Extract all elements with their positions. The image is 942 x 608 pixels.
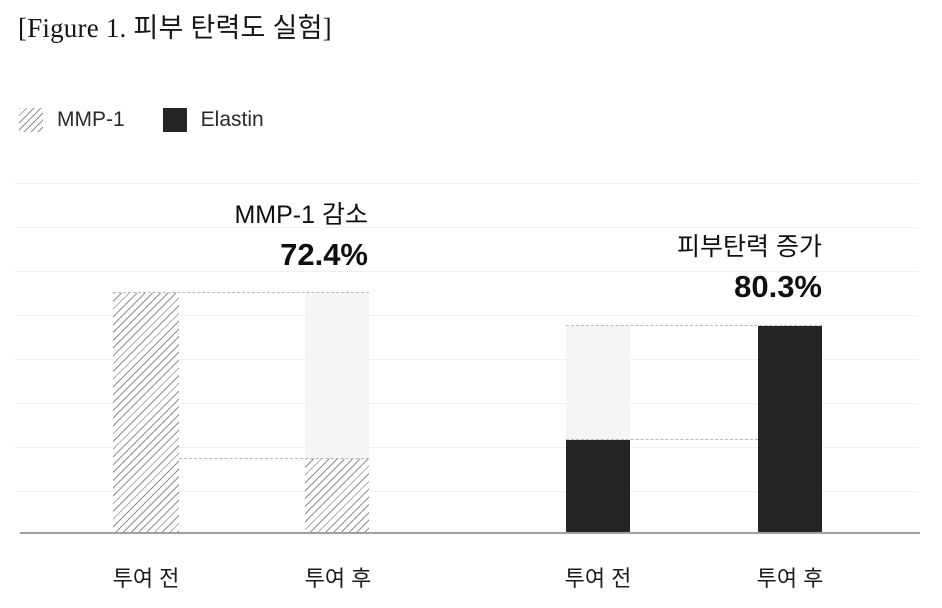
gridline-5	[15, 403, 918, 404]
bar-mmp1-after	[305, 459, 369, 533]
gridline-2	[15, 271, 918, 272]
guide-elastin-after-level	[566, 325, 822, 326]
bar-elastin-after	[758, 326, 822, 533]
legend-item-elastin: Elastin	[162, 108, 264, 132]
legend: MMP-1 Elastin	[19, 108, 264, 132]
bar-mmp1-before	[113, 293, 179, 533]
guide-elastin-before-level	[566, 439, 758, 440]
annotation-elastin-value: 80.3%	[734, 269, 822, 304]
x-axis-label-0: 투여 전	[112, 566, 180, 591]
annotation-elastin-label: 피부탄력 증가	[677, 233, 822, 261]
elastin-solid-swatch-icon	[162, 108, 187, 132]
annotation-mmp1-decrease: MMP-1 감소 72.4%	[234, 200, 368, 273]
guide-mmp1-before-level	[113, 292, 369, 293]
mmp1-hatch-swatch-icon	[19, 108, 43, 132]
x-axis-line	[20, 532, 920, 534]
legend-item-mmp1: MMP-1	[19, 108, 125, 132]
annotation-mmp1-label: MMP-1 감소	[234, 201, 368, 229]
guide-mmp1-after-level	[179, 458, 369, 459]
annotation-mmp1-value: 72.4%	[280, 237, 368, 272]
ghost-elastin-before	[566, 326, 630, 440]
gridline-6	[15, 447, 918, 448]
gridline-4	[15, 359, 918, 360]
legend-label-elastin: Elastin	[200, 108, 264, 131]
x-axis-label-1: 투여 후	[304, 566, 372, 591]
gridline-3	[15, 315, 918, 316]
x-axis-label-3: 투여 후	[756, 566, 824, 591]
bar-elastin-before	[566, 440, 630, 533]
gridline-1	[15, 227, 918, 228]
gridline-7	[15, 491, 918, 492]
legend-label-mmp1: MMP-1	[57, 108, 125, 131]
x-axis-label-2: 투여 전	[564, 566, 632, 591]
annotation-elastin-increase: 피부탄력 증가 80.3%	[677, 232, 822, 305]
figure-title: [Figure 1. 피부 탄력도 실험]	[18, 13, 332, 43]
ghost-mmp1-after	[305, 293, 369, 459]
gridline-0	[15, 183, 918, 184]
